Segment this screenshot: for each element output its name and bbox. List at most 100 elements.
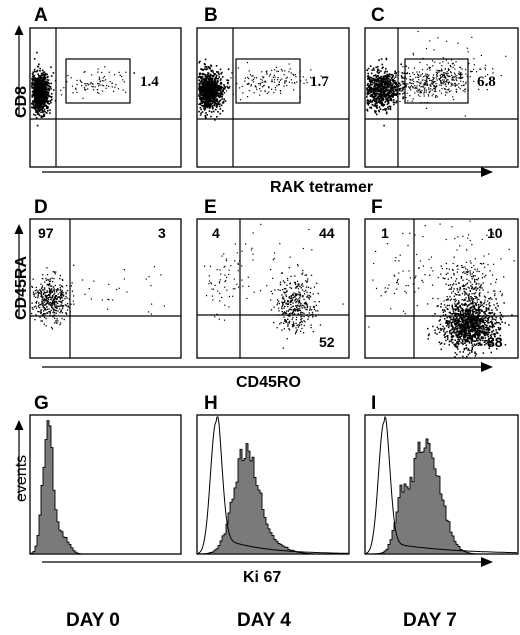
event-dot xyxy=(219,94,222,96)
event-dot xyxy=(391,79,393,81)
event-dot xyxy=(40,311,42,314)
event-dot xyxy=(206,93,209,96)
event-dot xyxy=(44,92,47,94)
event-dot xyxy=(204,116,207,118)
event-dot xyxy=(208,66,211,69)
event-dot xyxy=(123,81,125,83)
event-dot xyxy=(44,73,46,76)
event-dot xyxy=(207,86,209,89)
event-dot xyxy=(377,93,380,95)
event-dot xyxy=(221,95,223,98)
event-dot xyxy=(501,321,503,323)
event-dot xyxy=(33,100,36,103)
event-dot xyxy=(36,70,38,73)
event-dot xyxy=(484,319,486,322)
event-dot xyxy=(293,281,296,284)
event-dot xyxy=(485,326,488,329)
event-dot xyxy=(460,74,462,76)
event-dot xyxy=(433,77,435,79)
event-dot xyxy=(385,76,387,78)
event-dot xyxy=(398,89,401,91)
event-dot xyxy=(48,308,50,310)
event-dot xyxy=(31,286,34,288)
event-dot xyxy=(290,79,292,81)
event-dot xyxy=(428,66,430,68)
event-dot xyxy=(464,115,466,117)
event-dot xyxy=(53,314,55,316)
event-dot xyxy=(113,90,115,92)
event-dot xyxy=(427,84,429,86)
event-dot xyxy=(389,105,392,108)
event-dot xyxy=(381,87,384,89)
event-dot xyxy=(278,307,280,309)
event-dot xyxy=(425,79,428,81)
event-dot xyxy=(388,92,390,94)
event-dot xyxy=(489,341,491,343)
event-dot xyxy=(444,333,446,335)
event-dot xyxy=(451,83,453,85)
event-dot xyxy=(42,274,44,276)
event-dot xyxy=(202,96,205,99)
event-dot xyxy=(35,301,37,304)
event-dot xyxy=(383,87,385,90)
event-dot xyxy=(467,51,469,53)
event-dot xyxy=(432,80,434,82)
event-dot xyxy=(419,83,421,85)
event-dot xyxy=(286,310,288,312)
event-dot xyxy=(291,324,293,326)
event-dot xyxy=(38,106,40,108)
event-dot xyxy=(296,293,298,295)
event-dot xyxy=(40,292,42,294)
event-dot xyxy=(451,63,453,65)
event-dot xyxy=(219,108,222,110)
event-dot xyxy=(393,103,395,106)
event-dot xyxy=(282,303,284,306)
event-dot xyxy=(491,326,494,329)
event-dot xyxy=(374,105,377,107)
event-dot xyxy=(37,290,39,292)
event-dot xyxy=(223,92,226,94)
event-dot xyxy=(280,272,283,274)
event-dot xyxy=(39,292,41,294)
event-dot xyxy=(212,82,214,85)
event-dot xyxy=(43,87,46,89)
event-dot xyxy=(395,93,397,96)
event-dot xyxy=(71,290,74,292)
event-dot xyxy=(464,88,467,90)
event-dot xyxy=(459,74,461,76)
event-dot xyxy=(59,297,61,299)
event-dot xyxy=(425,107,428,109)
event-dot xyxy=(61,292,63,294)
event-dot xyxy=(209,73,212,76)
event-dot xyxy=(458,83,460,85)
event-dot xyxy=(228,269,230,271)
event-dot xyxy=(382,80,385,83)
event-dot xyxy=(207,104,209,107)
event-dot xyxy=(284,81,286,83)
event-dot xyxy=(84,293,86,295)
event-dot xyxy=(36,109,39,111)
event-dot xyxy=(472,310,474,312)
event-dot xyxy=(445,73,448,75)
event-dot xyxy=(296,299,298,301)
event-dot xyxy=(466,324,468,327)
event-dot xyxy=(412,87,414,89)
event-dot xyxy=(41,107,43,109)
event-dot xyxy=(38,86,40,89)
event-dot xyxy=(378,59,380,61)
event-dot xyxy=(46,296,48,298)
event-dot xyxy=(289,256,291,258)
event-dot xyxy=(40,116,43,119)
event-dot xyxy=(408,67,410,69)
event-dot xyxy=(43,82,45,85)
event-dot xyxy=(38,81,41,83)
event-dot xyxy=(489,345,491,347)
event-dot xyxy=(388,105,391,108)
event-dot xyxy=(443,75,445,77)
event-dot xyxy=(369,83,372,85)
event-dot xyxy=(457,324,459,327)
event-dot xyxy=(213,75,215,77)
event-dot xyxy=(210,86,213,88)
event-dot xyxy=(427,334,430,337)
event-dot xyxy=(224,281,226,283)
